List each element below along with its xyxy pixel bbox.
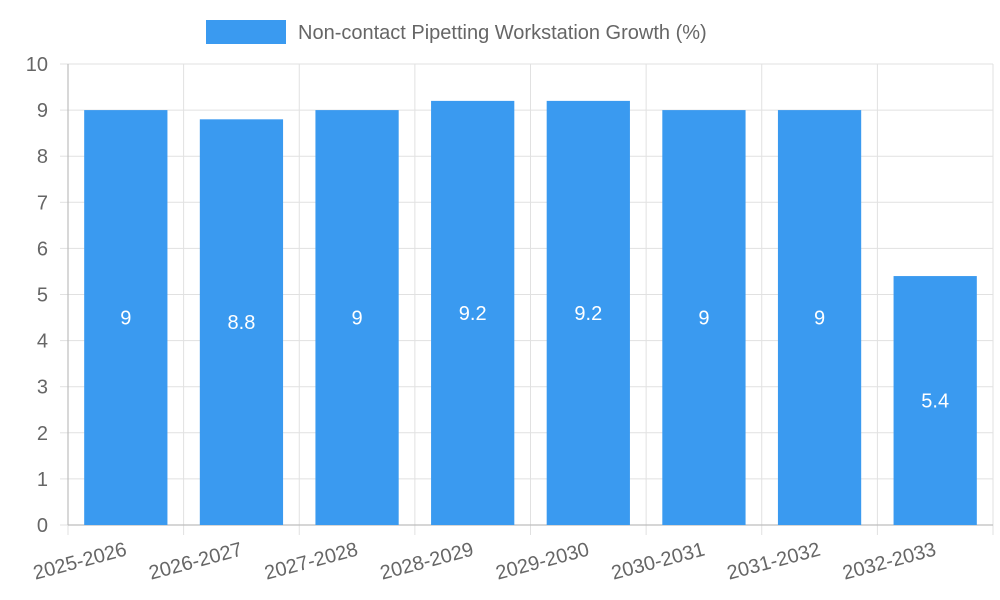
legend-label: Non-contact Pipetting Workstation Growth… bbox=[298, 22, 707, 44]
y-tick-label: 1 bbox=[37, 469, 48, 491]
y-tick-label: 6 bbox=[37, 238, 48, 260]
x-tick-label: 2032-2033 bbox=[840, 539, 938, 585]
y-tick-label: 3 bbox=[37, 377, 48, 399]
bar-value-label: 9 bbox=[352, 308, 363, 330]
bar-value-label: 8.8 bbox=[228, 312, 256, 334]
bar-value-label: 9 bbox=[814, 308, 825, 330]
y-tick-label: 7 bbox=[37, 192, 48, 214]
y-tick-label: 5 bbox=[37, 285, 48, 307]
bar-value-label: 5.4 bbox=[921, 391, 949, 413]
bar-value-label: 9 bbox=[120, 308, 131, 330]
x-tick-label: 2026-2027 bbox=[147, 539, 245, 585]
x-tick-label: 2025-2026 bbox=[31, 539, 129, 585]
bar-2028-2029[interactable] bbox=[431, 100, 515, 525]
y-tick-label: 8 bbox=[37, 146, 48, 168]
y-tick-label: 0 bbox=[37, 515, 48, 537]
bar-value-labels: 9 8.8 9 9.2 9.2 9 9 5.4 bbox=[120, 303, 949, 413]
bar-2030-2031[interactable] bbox=[662, 110, 746, 525]
bar-value-label: 9.2 bbox=[459, 303, 487, 325]
bars bbox=[84, 100, 977, 525]
x-tick-label: 2031-2032 bbox=[725, 539, 823, 585]
legend-swatch bbox=[206, 20, 286, 44]
bar-value-label: 9 bbox=[698, 308, 709, 330]
bar-2025-2026[interactable] bbox=[84, 110, 168, 525]
y-tick-label: 4 bbox=[37, 331, 48, 353]
bar-2031-2032[interactable] bbox=[777, 110, 862, 525]
y-tick-label: 2 bbox=[37, 423, 48, 445]
x-tick-label: 2028-2029 bbox=[378, 539, 476, 585]
bar-value-label: 9.2 bbox=[574, 303, 602, 325]
y-tick-label: 10 bbox=[26, 54, 48, 76]
y-tick-label: 9 bbox=[37, 100, 48, 122]
x-tick-label: 2029-2030 bbox=[494, 539, 592, 585]
x-tick-label: 2027-2028 bbox=[262, 539, 360, 585]
x-tick-labels: 2025-2026 2026-2027 2027-2028 2028-2029 2029… bbox=[31, 539, 938, 585]
y-tick-labels: 0 1 2 3 4 5 6 7 8 9 10 bbox=[26, 54, 48, 537]
bar-2029-2030[interactable] bbox=[546, 100, 630, 525]
legend[interactable]: Non-contact Pipetting Workstation Growth… bbox=[206, 20, 707, 44]
x-tick-label: 2030-2031 bbox=[609, 539, 707, 585]
bar-2026-2027[interactable] bbox=[199, 119, 284, 525]
bar-2027-2028[interactable] bbox=[315, 110, 399, 525]
bar-2032-2033[interactable] bbox=[893, 276, 977, 525]
